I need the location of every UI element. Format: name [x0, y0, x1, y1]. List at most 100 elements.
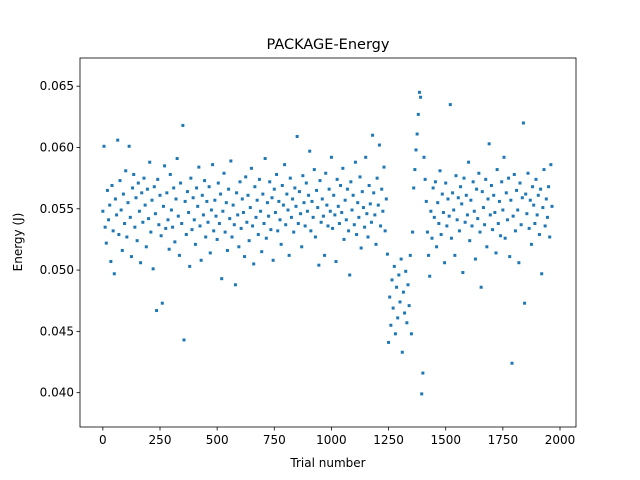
- data-point: [488, 213, 492, 217]
- data-point: [403, 311, 407, 315]
- x-tick-label: 1500: [430, 433, 461, 447]
- data-point: [388, 295, 392, 299]
- data-point: [356, 201, 360, 205]
- data-point: [536, 193, 540, 197]
- data-point: [255, 198, 259, 202]
- data-point: [174, 197, 178, 201]
- data-point: [411, 230, 415, 234]
- data-point: [452, 208, 456, 212]
- data-point: [177, 253, 181, 257]
- x-tick-label: 1750: [488, 433, 519, 447]
- data-point: [408, 253, 412, 257]
- data-point: [289, 215, 293, 219]
- data-point: [527, 226, 531, 230]
- data-point: [111, 229, 115, 233]
- data-point: [549, 163, 553, 167]
- data-point: [349, 180, 353, 184]
- data-point: [245, 220, 249, 224]
- data-point: [220, 277, 224, 281]
- data-point: [423, 177, 427, 181]
- data-point: [311, 215, 315, 219]
- data-point: [461, 271, 465, 275]
- data-point: [457, 229, 461, 233]
- data-point: [384, 197, 388, 201]
- data-point: [364, 155, 368, 159]
- data-point: [359, 246, 363, 250]
- data-point: [454, 174, 458, 178]
- data-point: [133, 225, 137, 229]
- data-point: [324, 171, 328, 175]
- data-point: [383, 229, 387, 233]
- data-point: [199, 258, 203, 262]
- data-point: [159, 234, 163, 238]
- data-point: [171, 225, 175, 229]
- data-point: [333, 213, 337, 217]
- data-point: [495, 168, 499, 172]
- data-point: [353, 160, 357, 164]
- data-point: [541, 206, 545, 210]
- data-point: [268, 180, 272, 184]
- data-point: [367, 184, 371, 187]
- y-tick-label: 0.040: [40, 386, 74, 400]
- data-point: [294, 204, 298, 208]
- data-point: [372, 191, 376, 195]
- data-point: [374, 242, 378, 246]
- data-point: [537, 233, 541, 237]
- data-point: [153, 212, 157, 216]
- data-point: [363, 225, 367, 229]
- data-point: [526, 171, 530, 175]
- data-point: [108, 203, 112, 207]
- data-point: [357, 215, 361, 219]
- data-point: [120, 248, 124, 252]
- data-point: [351, 193, 355, 197]
- data-point: [160, 301, 164, 305]
- chart-title: PACKAGE-Energy: [267, 37, 390, 53]
- data-point: [380, 187, 384, 191]
- data-point: [221, 209, 225, 213]
- data-point: [123, 222, 127, 225]
- data-point: [448, 103, 452, 107]
- data-point: [121, 192, 125, 196]
- data-point: [393, 332, 397, 336]
- data-point: [548, 235, 552, 239]
- data-point: [125, 235, 129, 239]
- data-point: [185, 190, 189, 194]
- data-point: [348, 273, 352, 277]
- data-point: [389, 323, 393, 327]
- data-point: [441, 210, 445, 214]
- data-point: [407, 304, 411, 308]
- data-point: [118, 179, 122, 183]
- data-point: [231, 203, 235, 207]
- data-point: [236, 213, 240, 217]
- data-point: [371, 133, 375, 137]
- data-point: [479, 285, 483, 289]
- data-point: [406, 283, 410, 287]
- data-point: [213, 198, 217, 202]
- y-tick-label: 0.055: [40, 202, 74, 216]
- data-point: [471, 180, 475, 184]
- data-point: [104, 241, 108, 245]
- data-point: [244, 175, 248, 179]
- data-point: [187, 210, 191, 214]
- data-point: [343, 198, 347, 202]
- data-point: [103, 225, 107, 229]
- data-point: [334, 260, 338, 263]
- data-point: [543, 224, 547, 228]
- data-point: [419, 95, 423, 99]
- data-point: [165, 191, 169, 195]
- data-point: [381, 209, 385, 213]
- data-point: [533, 222, 537, 225]
- data-point: [263, 157, 267, 161]
- data-point: [427, 253, 431, 257]
- data-point: [307, 193, 311, 197]
- data-point: [283, 163, 287, 167]
- data-point: [110, 184, 114, 187]
- y-axis-label: Energy (J): [11, 213, 25, 272]
- data-point: [117, 233, 121, 237]
- data-point: [206, 220, 210, 224]
- data-point: [438, 169, 442, 173]
- data-point: [368, 202, 372, 206]
- data-point: [375, 176, 379, 180]
- data-point: [158, 193, 162, 197]
- data-point: [535, 213, 539, 217]
